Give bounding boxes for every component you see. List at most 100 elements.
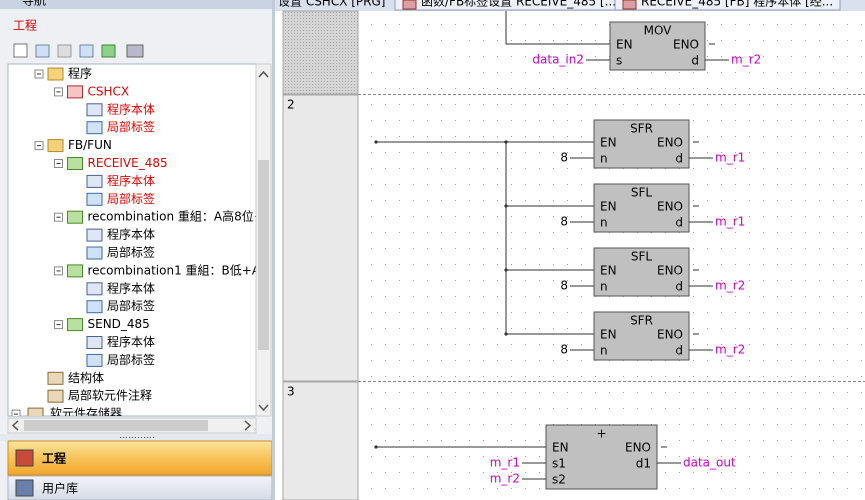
h-scroll-thumb[interactable] bbox=[24, 420, 208, 431]
nav-button-label[interactable]: 工程 bbox=[42, 451, 66, 466]
tool-paste[interactable] bbox=[57, 44, 72, 58]
tree-item[interactable]: recombination1 重組：B低+Ai bbox=[54, 263, 264, 278]
function-block[interactable]: SFL EN n ENO d bbox=[593, 183, 690, 233]
input-operand[interactable]: 8 bbox=[560, 279, 568, 293]
tree-item[interactable]: RECEIVE_485 bbox=[54, 156, 168, 170]
tool-refresh[interactable] bbox=[101, 44, 116, 58]
function-block[interactable]: SFR EN n ENO d bbox=[593, 119, 690, 169]
tree-item[interactable]: 局部标签 bbox=[86, 298, 155, 314]
tree-label[interactable]: 软元件存储器 bbox=[50, 406, 122, 421]
input-operand[interactable]: 8 bbox=[560, 343, 568, 357]
tree-expander[interactable] bbox=[11, 409, 21, 418]
tree-item[interactable]: 程序本体 bbox=[86, 334, 155, 349]
tree-item[interactable]: 局部标签 bbox=[86, 245, 155, 260]
rung-number-cell[interactable] bbox=[282, 94, 359, 382]
input-operand[interactable]: m_r2 bbox=[490, 472, 520, 486]
tool-copy[interactable] bbox=[35, 44, 50, 58]
output-operand[interactable]: m_r2 bbox=[715, 279, 745, 293]
tree-item[interactable]: 程序本体 bbox=[86, 173, 155, 188]
input-operand[interactable]: data_in2 bbox=[532, 53, 584, 67]
tab-label[interactable]: RECEIVE_485 [FB] 程序本体 [经... bbox=[641, 0, 833, 9]
tree-label[interactable]: 局部标签 bbox=[107, 245, 155, 260]
rung-number-cell[interactable] bbox=[282, 10, 359, 95]
rung-number-cell[interactable] bbox=[282, 381, 359, 500]
scroll-down[interactable] bbox=[258, 404, 269, 412]
tree-label[interactable]: 局部标签 bbox=[107, 119, 155, 134]
tree-item[interactable]: 程序本体 bbox=[86, 101, 155, 117]
block-box[interactable] bbox=[593, 183, 690, 233]
block-box[interactable] bbox=[593, 247, 690, 297]
function-block[interactable]: SFR EN n ENO d bbox=[593, 311, 690, 361]
tree-item[interactable]: 软元件存储器 bbox=[11, 406, 122, 421]
tree-item[interactable]: 局部软元件注释 bbox=[47, 388, 152, 403]
function-block[interactable]: + EN s1 s2 ENO d1 bbox=[545, 424, 658, 490]
tree-item[interactable]: CSHCX bbox=[54, 84, 130, 99]
tree-label[interactable]: 程序本体 bbox=[107, 227, 155, 242]
tool-prop[interactable] bbox=[79, 44, 94, 58]
tool-new[interactable] bbox=[13, 43, 28, 58]
tree-label[interactable]: SEND_485 bbox=[88, 317, 150, 331]
tree-item[interactable]: 局部标签 bbox=[86, 191, 155, 206]
tab[interactable]: 函数/FB标签设置 RECEIVE_485 [... bbox=[394, 0, 616, 11]
function-block[interactable]: SFL EN n ENO d bbox=[593, 247, 690, 297]
function-block[interactable]: MOV EN s ENO d bbox=[609, 21, 706, 71]
tree-label[interactable]: 局部软元件注释 bbox=[68, 388, 152, 403]
tab-frame[interactable] bbox=[614, 0, 841, 11]
tab[interactable]: RECEIVE_485 [FB] 程序本体 [经... bbox=[614, 0, 841, 11]
tree-item[interactable]: 局部标签 bbox=[86, 119, 155, 135]
output-operand[interactable]: m_r1 bbox=[715, 215, 745, 229]
input-operand[interactable]: 8 bbox=[560, 215, 568, 229]
tree-label[interactable]: 程序本体 bbox=[107, 334, 155, 349]
tree-label[interactable]: recombination 重組：A高8位+ bbox=[88, 209, 264, 224]
tree-label[interactable]: 局部标签 bbox=[107, 352, 155, 367]
tree-label[interactable]: FB/FUN bbox=[68, 138, 112, 152]
tree-item[interactable]: 结构体 bbox=[47, 370, 104, 385]
nav-button-label[interactable]: 用户库 bbox=[42, 481, 78, 496]
input-operand[interactable]: m_r1 bbox=[490, 456, 520, 470]
tree-item[interactable]: 程序本体 bbox=[86, 280, 155, 296]
nav-button-bg[interactable] bbox=[7, 440, 273, 476]
nav-button[interactable]: 工程 bbox=[7, 440, 273, 476]
pin-label: EN bbox=[600, 328, 617, 342]
tab[interactable]: 设置 CSHCX [PRG] bbox=[278, 0, 386, 9]
output-operand[interactable]: m_r2 bbox=[731, 53, 761, 67]
rail-node bbox=[374, 445, 378, 449]
scroll-left[interactable] bbox=[11, 420, 19, 431]
pin-label: d bbox=[675, 216, 683, 230]
nav-button[interactable]: 用户库 bbox=[7, 475, 273, 500]
tree-label[interactable]: 程序本体 bbox=[107, 173, 155, 188]
tree-item[interactable]: recombination 重組：A高8位+ bbox=[54, 209, 264, 224]
nav-button-icon bbox=[15, 449, 34, 467]
tab-label[interactable]: 设置 CSHCX [PRG] bbox=[278, 0, 386, 9]
block-box[interactable] bbox=[545, 424, 658, 490]
tree-label[interactable]: 程序 bbox=[68, 66, 92, 81]
pin-label: s bbox=[616, 54, 622, 68]
tree-item[interactable]: FB/FUN bbox=[34, 138, 112, 153]
output-operand[interactable]: m_r2 bbox=[715, 343, 745, 357]
input-operand[interactable]: 8 bbox=[560, 151, 568, 165]
splitter[interactable] bbox=[0, 434, 274, 441]
tab-label[interactable]: 函数/FB标签设置 RECEIVE_485 [... bbox=[421, 0, 616, 9]
block-box[interactable] bbox=[593, 119, 690, 169]
block-box[interactable] bbox=[609, 21, 706, 71]
scroll-up[interactable] bbox=[258, 70, 269, 78]
block-box[interactable] bbox=[593, 311, 690, 361]
tree-label[interactable]: 局部标签 bbox=[107, 298, 155, 313]
tree-item[interactable]: 程序本体 bbox=[86, 227, 155, 242]
nav-button-bg[interactable] bbox=[7, 475, 273, 500]
output-operand[interactable]: m_r1 bbox=[715, 151, 745, 165]
tool-menu[interactable] bbox=[126, 44, 144, 58]
tree-item[interactable]: SEND_485 bbox=[54, 317, 150, 332]
tree-label[interactable]: 结构体 bbox=[68, 370, 104, 385]
scroll-right[interactable] bbox=[244, 420, 252, 431]
v-scroll-thumb[interactable] bbox=[258, 160, 269, 350]
tree-item[interactable]: 程序 bbox=[34, 66, 92, 81]
output-operand[interactable]: data_out bbox=[683, 456, 736, 470]
tree-label[interactable]: CSHCX bbox=[88, 84, 130, 98]
tree-label[interactable]: 程序本体 bbox=[107, 280, 155, 295]
tree-label[interactable]: 程序本体 bbox=[107, 101, 155, 116]
tree-item[interactable]: 局部标签 bbox=[86, 352, 155, 367]
tree-label[interactable]: recombination1 重組：B低+Ai bbox=[88, 263, 264, 277]
tree-label[interactable]: 局部标签 bbox=[107, 191, 155, 206]
tree-label[interactable]: RECEIVE_485 bbox=[88, 156, 168, 170]
